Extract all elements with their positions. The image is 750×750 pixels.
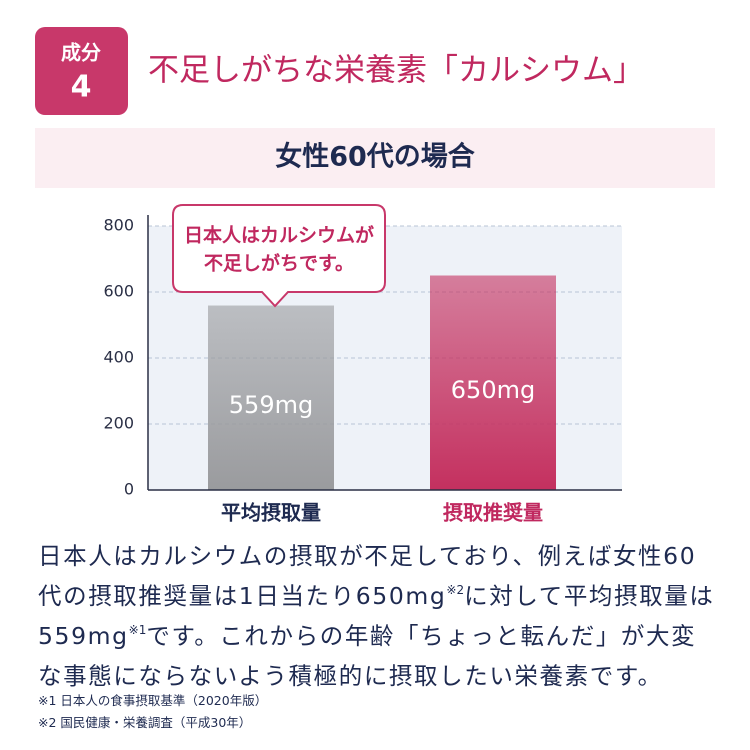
callout-box	[172, 204, 386, 308]
bar	[208, 305, 334, 490]
footnote-ref: ※2	[446, 583, 465, 597]
value-label: 650mg	[451, 376, 535, 404]
annotation: 不足しがちです。	[204, 252, 354, 275]
y-tick-label: 400	[103, 348, 134, 367]
footnotes: ※1 日本人の食事摂取基準（2020年版） ※2 国民健康・栄養調査（平成30年…	[38, 690, 267, 734]
footnote: ※1 日本人の食事摂取基準（2020年版）	[38, 693, 268, 708]
badge-label: 成分	[61, 41, 101, 65]
x-tick-label: 平均摂取量	[221, 501, 321, 525]
value-label: 559mg	[229, 391, 313, 419]
badge	[35, 27, 128, 115]
title: 不足しがちな栄養素「カルシウム」	[148, 53, 644, 89]
footnote-ref: ※1	[128, 623, 147, 637]
badge-number: 4	[71, 70, 92, 105]
body-text: 日本人はカルシウムの摂取が不足しており、例えば女性60代の摂取推奨量は1日当たり…	[38, 542, 697, 610]
y-tick-label: 800	[103, 216, 134, 235]
x-tick-label: 摂取推奨量	[443, 501, 543, 525]
body-text: 日本人はカルシウムの摂取が不足しており、例えば女性60代の摂取推奨量は1日当たり…	[38, 536, 718, 696]
y-tick-label: 200	[103, 414, 134, 433]
annotation: 日本人はカルシウムが	[184, 224, 374, 247]
bar	[430, 275, 556, 490]
callout: 日本人はカルシウムが 不足しがちです。	[172, 204, 386, 308]
plot: 559mg 650mg	[148, 225, 622, 491]
footnote: ※2 国民健康・栄養調査（平成30年）	[38, 715, 252, 730]
y-tick-label: 0	[124, 480, 134, 499]
body-text: です。これからの年齢「ちょっと転んだ」が大変な事態にならないよう積極的に摂取した…	[38, 622, 697, 690]
y-tick-label: 600	[103, 282, 134, 301]
subtitle-band	[35, 128, 715, 188]
body-text: に対して平均摂取量は559mg	[38, 582, 715, 650]
subtitle: 女性60代の場合	[275, 141, 475, 173]
chart: 成分 4 不足しがちな栄養素「カルシウム」 女性60代の場合 559mg 650m…	[35, 27, 715, 525]
